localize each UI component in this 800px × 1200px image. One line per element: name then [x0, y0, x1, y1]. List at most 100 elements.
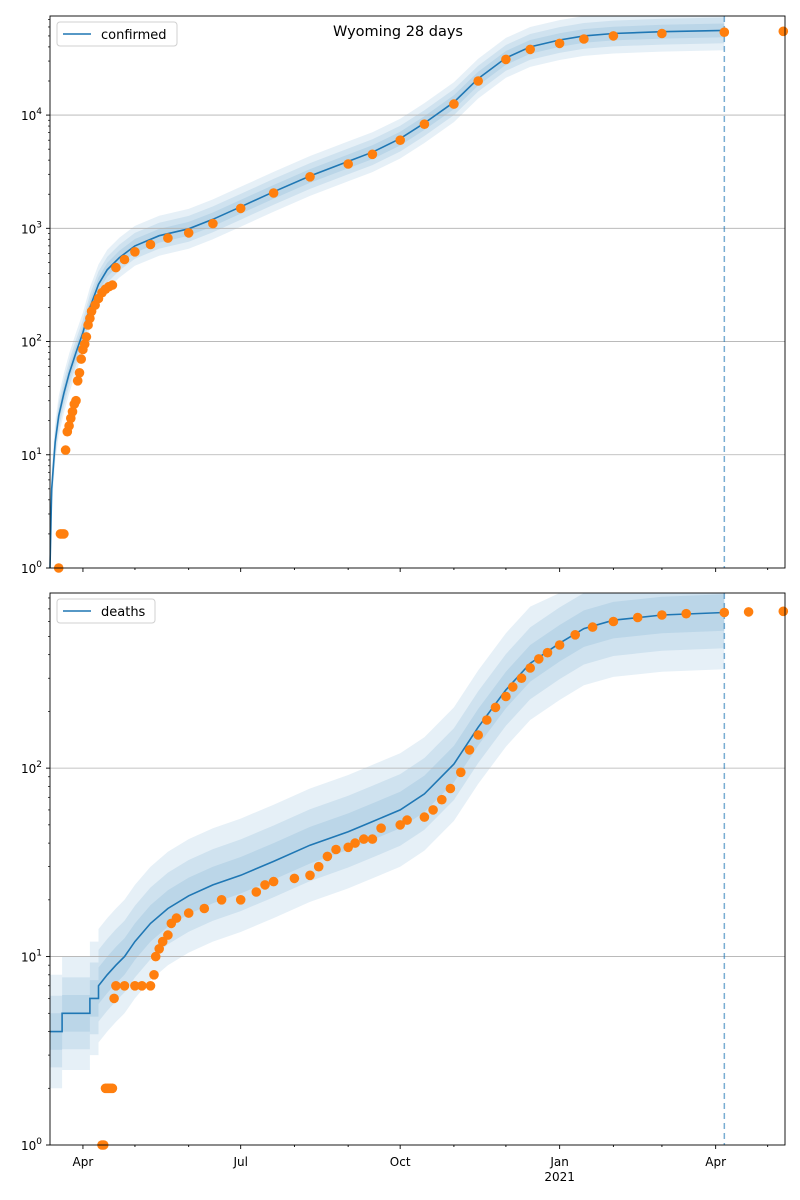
observed-point — [79, 339, 90, 349]
observed-point — [109, 993, 119, 1004]
observed-point — [313, 861, 324, 872]
observed-point — [157, 936, 168, 947]
observed-point — [81, 332, 92, 342]
observed-point — [199, 903, 210, 914]
observed-point — [76, 354, 86, 364]
y-tick-label: 102 — [21, 334, 42, 350]
observed-point — [402, 815, 412, 825]
observed-point — [72, 376, 83, 386]
observed-point — [525, 44, 535, 55]
observed-point — [681, 608, 691, 619]
observed-point — [778, 606, 789, 617]
observed-point — [608, 616, 619, 627]
x-tick-sublabel: 2021 — [544, 1170, 575, 1184]
observed-point — [456, 767, 466, 778]
observed-point — [350, 838, 360, 848]
observed-point — [473, 730, 484, 740]
axes-frame — [49, 15, 786, 569]
observed-point — [632, 612, 643, 623]
observed-point — [367, 149, 378, 160]
observed-point — [322, 851, 333, 862]
legend: confirmed — [56, 21, 178, 47]
observed-point — [137, 981, 147, 991]
observed-point — [570, 630, 580, 640]
observed-point — [71, 395, 81, 406]
observed-point — [268, 188, 279, 198]
observed-point — [437, 794, 447, 805]
observed-point — [508, 682, 518, 692]
observed-point — [743, 607, 754, 617]
observed-point — [171, 913, 182, 923]
legend-label: confirmed — [101, 28, 167, 43]
x-tick-label: Apr — [705, 1155, 726, 1169]
legend: deaths — [56, 598, 156, 624]
observed-point — [163, 233, 173, 243]
observed-point — [516, 673, 527, 683]
y-tick-label: 101 — [21, 447, 42, 463]
observed-point — [367, 834, 378, 844]
observed-point — [657, 28, 667, 39]
uncertainty-band-3 — [50, 594, 725, 1050]
observed-point — [395, 135, 406, 145]
observed-point — [542, 647, 553, 658]
uncertainty-band-1 — [50, 593, 725, 1089]
observed-point — [449, 99, 459, 109]
observed-point — [305, 870, 315, 881]
observed-point — [608, 31, 619, 41]
observed-point — [525, 663, 535, 673]
observed-point — [119, 981, 130, 991]
observed-point — [501, 54, 511, 65]
observed-point — [289, 873, 300, 884]
observed-point — [60, 445, 71, 455]
observed-point — [657, 610, 667, 620]
observed-point — [719, 27, 730, 37]
observed-point — [145, 981, 156, 991]
observed-point — [501, 691, 511, 702]
observed-point — [464, 745, 475, 755]
observed-point — [554, 38, 565, 49]
observed-point — [64, 421, 74, 431]
axes-frame — [49, 592, 786, 1146]
observed-point — [343, 159, 354, 169]
observed-point — [359, 834, 369, 844]
y-tick-label: 102 — [21, 760, 42, 776]
observed-point — [305, 172, 315, 182]
uncertainty-band-2 — [50, 17, 725, 568]
observed-point — [163, 930, 173, 940]
observed-point — [107, 280, 118, 290]
observed-point — [473, 76, 484, 86]
observed-point — [579, 34, 589, 44]
y-tick-label: 100 — [21, 560, 42, 576]
observed-point — [445, 783, 456, 794]
observed-point — [268, 876, 279, 887]
observed-point — [482, 715, 492, 725]
observed-point — [59, 529, 69, 539]
legend-label: deaths — [101, 605, 146, 620]
model-line-confirmed — [49, 29, 725, 569]
observed-point — [251, 887, 262, 897]
observed-point — [67, 406, 78, 417]
observed-point — [149, 970, 159, 980]
observed-point — [343, 842, 354, 853]
chart-title: Wyoming 28 days — [333, 24, 463, 40]
observed-point — [395, 820, 406, 830]
observed-point — [490, 702, 501, 713]
y-tick-label: 103 — [21, 220, 42, 236]
observed-point — [111, 981, 121, 991]
observed-point — [778, 26, 789, 37]
y-tick-label: 101 — [21, 949, 42, 965]
observed-point — [331, 844, 341, 855]
uncertainty-band-3 — [50, 23, 725, 568]
legend-box — [56, 21, 178, 47]
uncertainty-band-1 — [50, 16, 725, 568]
observed-point — [150, 951, 161, 962]
observed-point — [554, 640, 565, 650]
observed-point — [419, 119, 430, 129]
observed-point — [111, 262, 121, 273]
observed-point — [719, 607, 730, 618]
observed-point — [154, 944, 164, 954]
y-tick-label: 100 — [21, 1137, 42, 1153]
uncertainty-band-2 — [50, 593, 725, 1068]
observed-point — [208, 218, 218, 229]
